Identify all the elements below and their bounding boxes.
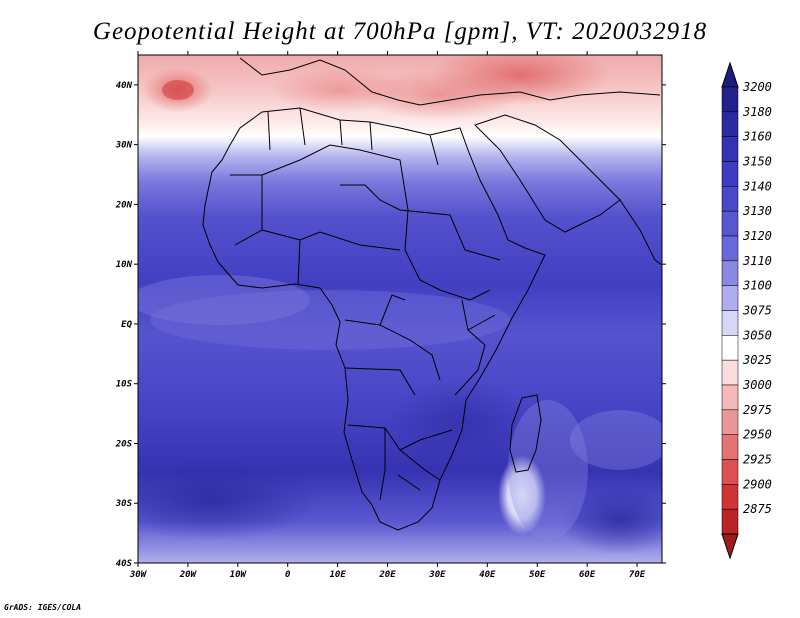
lat-tick-label: 30S (115, 499, 133, 509)
lat-tick-label: 10S (116, 380, 133, 390)
border-north (267, 107, 439, 166)
border-sahara (261, 144, 409, 251)
colorbar-swatch (721, 484, 739, 510)
lat-tick-label: 40S (116, 559, 133, 569)
colorbar-swatch (721, 186, 739, 212)
lon-tick-label: 40E (479, 570, 496, 580)
latitude-axis: 40N 30N 20N 10N EQ 10S 20S 30S 40S (115, 81, 666, 569)
colorbar-swatch (721, 235, 739, 262)
grads-credit: GrADS: IGES/COLA (4, 603, 82, 612)
colorbar-label: 3150 (742, 155, 772, 169)
colorbar-swatch (721, 285, 739, 311)
lon-tick-label: 10W (230, 570, 248, 580)
colorbar-top-arrow (721, 61, 739, 88)
colorbar-swatch (721, 384, 739, 411)
border-east (454, 299, 496, 396)
colorbar-label: 2925 (743, 453, 772, 467)
lon-tick-label: 30E (428, 570, 446, 580)
map-title: Geopotential Height at 700hPa [gpm], VT:… (92, 18, 708, 45)
colorbar-label: 3180 (742, 105, 772, 119)
lon-tick-label: 70E (629, 570, 646, 580)
lat-tick-label: 40N (116, 81, 133, 91)
country-borders (202, 57, 662, 531)
colorbar-label: 2900 (743, 477, 772, 491)
lat-tick-label: 20N (115, 200, 133, 210)
india-coastline (619, 199, 662, 266)
colorbar-swatch (721, 86, 739, 113)
border-congo (344, 294, 441, 396)
colorbar-label: 2975 (743, 403, 772, 417)
longitude-axis: 30W 20W 10W 0 10E 20E 30E 40E 50E 60E 70E (129, 51, 646, 580)
border-south (347, 424, 453, 501)
colorbar-label: 3075 (742, 304, 772, 318)
colorbar-swatch (721, 310, 739, 336)
colorbar-swatch (721, 459, 739, 485)
lon-tick-label: 30W (129, 570, 148, 580)
colorbar-bottom-arrow (721, 533, 739, 560)
colorbar-swatch (721, 111, 739, 137)
lat-tick-label: 20S (115, 439, 133, 449)
colorbar-label: 2875 (743, 502, 772, 516)
colorbar: 3200 3180 3160 3150 3140 3130 3120 3110 3100 3075… (721, 61, 772, 560)
colorbar-swatch (721, 335, 739, 361)
lon-tick-label: 20W (179, 570, 198, 580)
colorbar-label: 3160 (742, 130, 772, 144)
colorbar-swatch (721, 359, 739, 386)
colorbar-swatch (721, 136, 739, 162)
colorbar-label: 3110 (742, 254, 772, 268)
colorbar-swatch (721, 409, 739, 435)
colorbar-label: 3050 (742, 328, 772, 342)
colorbar-label: 3140 (742, 179, 772, 193)
colorbar-swatch (721, 508, 739, 535)
lat-tick-label: 30N (115, 141, 133, 151)
lon-tick-label: 20E (378, 570, 396, 580)
border-west-africa (230, 174, 401, 286)
border-central (340, 184, 501, 301)
colorbar-swatch (721, 434, 739, 460)
colorbar-label: 2950 (743, 428, 772, 442)
colorbar-label: 3025 (742, 353, 772, 367)
lon-tick-label: 50E (529, 570, 546, 580)
colorbar-label: 3130 (742, 204, 772, 218)
colorbar-swatch (721, 161, 739, 187)
colorbar-label: 3000 (742, 378, 772, 392)
lat-tick-label: EQ (121, 320, 132, 330)
lon-tick-label: 10E (329, 570, 346, 580)
colorbar-label: 3100 (742, 279, 772, 293)
colorbar-swatch (721, 260, 739, 286)
lat-tick-label: 10N (116, 260, 133, 270)
lon-tick-label: 0 (285, 570, 291, 580)
colorbar-label: 3200 (742, 80, 772, 94)
madagascar-coastline (509, 394, 542, 473)
height-field (138, 55, 662, 563)
plot-frame (137, 54, 663, 564)
colorbar-label: 3120 (742, 229, 772, 243)
europe-coastline (239, 57, 661, 106)
colorbar-swatch (721, 210, 739, 237)
lon-tick-label: 60E (579, 570, 596, 580)
